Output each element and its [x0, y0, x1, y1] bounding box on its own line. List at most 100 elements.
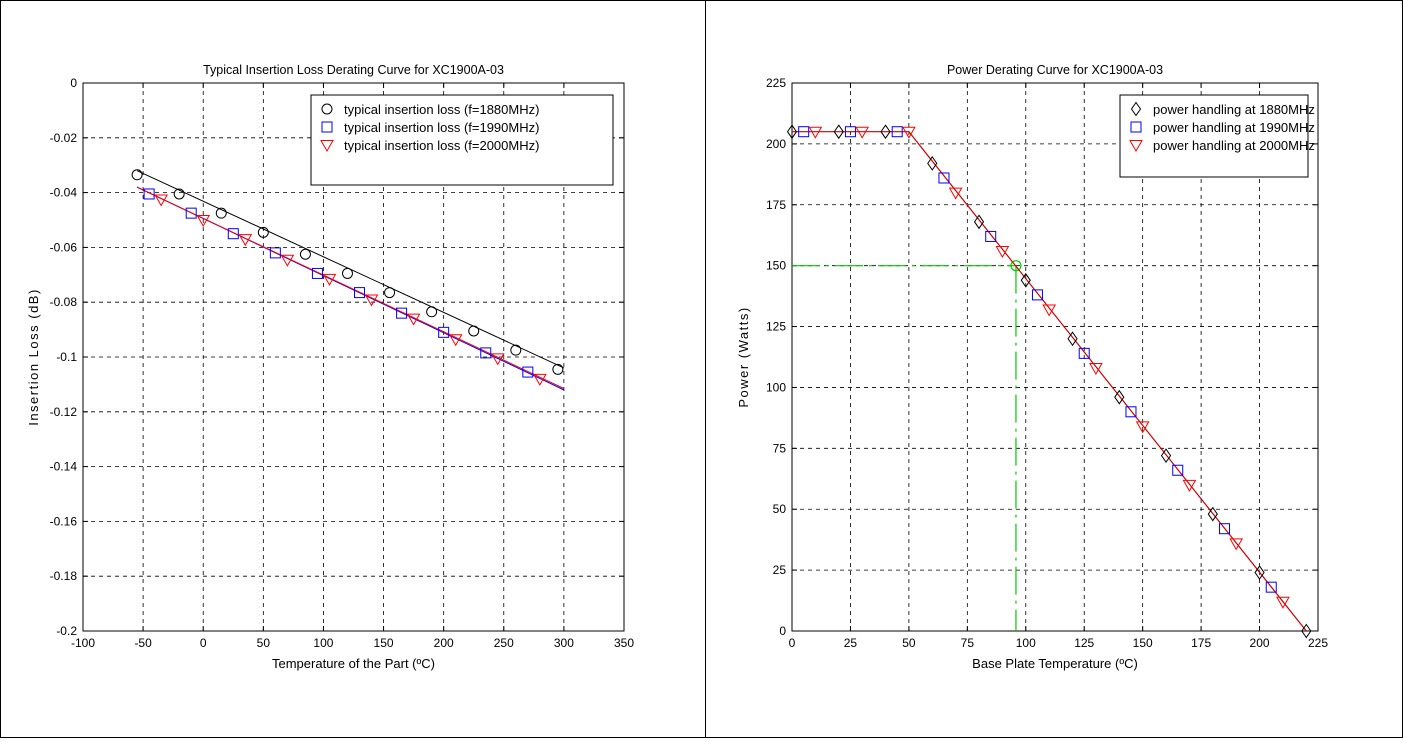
pd-data-point [808, 126, 823, 139]
il-data-point [354, 287, 366, 299]
pd-legend-marker [1129, 140, 1143, 153]
il-data-point [364, 294, 379, 307]
il-legend-entry: typical insertion loss (f=1880MHz) [344, 102, 539, 117]
pd-x-tick-label: 100 [1016, 636, 1036, 650]
il-data-point [532, 373, 547, 386]
il-data-point [215, 207, 227, 219]
pd-data-point [1135, 421, 1150, 434]
il-x-tick-label: 100 [313, 636, 333, 650]
il-plot-area [131, 169, 565, 391]
pd-data-point [1020, 272, 1031, 288]
pd-data-point [1218, 523, 1230, 535]
il-y-tick-label: -0.02 [50, 131, 78, 145]
il-x-tick-label: 50 [257, 636, 271, 650]
pd-data-point [985, 230, 997, 242]
pd-series-2 [808, 126, 1290, 609]
pd-legend-marker [1130, 101, 1142, 117]
il-data-point [341, 267, 353, 279]
pd-data-point [786, 124, 798, 140]
pd-x-tick-label: 25 [844, 636, 858, 650]
pd-x-tick-label: 175 [1191, 636, 1211, 650]
pd-y-tick-label: 75 [773, 441, 787, 455]
pd-ticks [791, 82, 1319, 632]
panel-power-derating: 0 25 50 75 100 125 150 175 200 225 0 25 50 75 100 125 15… [705, 0, 1403, 738]
il-data-point [384, 287, 396, 299]
pd-title: Power Derating Curve for XC1900A-03 [947, 63, 1163, 77]
insertion-loss-chart: -100 -50 0 50 100 150 200 250 300 350 0 -0.02 -0.04 -… [26, 63, 634, 671]
pd-y-tick-label: 0 [779, 624, 786, 638]
il-data-point [468, 325, 480, 337]
il-x-tick-label: 350 [614, 636, 634, 650]
pd-legend [1119, 94, 1309, 178]
pd-x-tick-label: 0 [789, 636, 796, 650]
il-data-point [131, 169, 143, 181]
pd-y-axis-label: Power (Watts) [736, 306, 751, 407]
pd-y-tick-label: 125 [766, 320, 786, 334]
il-data-point [280, 254, 295, 267]
pd-data-point [798, 126, 810, 138]
il-y-tick-label: -0.04 [50, 186, 78, 200]
pd-data-point [1089, 362, 1103, 375]
pd-x-tick-label: 225 [1308, 636, 1328, 650]
il-y-tick-label: -0.08 [50, 295, 78, 309]
pd-data-point [880, 124, 891, 140]
il-legend-marker [321, 121, 333, 133]
il-data-point [173, 188, 185, 200]
il-title: Typical Insertion Loss Derating Curve fo… [203, 63, 504, 77]
pd-x-tick-label: 150 [1133, 636, 1153, 650]
pd-y-tick-label: 50 [773, 502, 787, 516]
il-data-point [227, 228, 239, 240]
il-data-point [196, 215, 211, 228]
power-derating-chart: 0 25 50 75 100 125 150 175 200 225 0 25 50 75 100 125 15… [736, 63, 1328, 671]
il-data-point [480, 347, 492, 359]
pd-data-point [1067, 331, 1078, 347]
il-data-point [185, 207, 197, 219]
pd-data-point [948, 187, 963, 200]
pd-series-0 [786, 124, 1312, 639]
pd-data-point [1276, 596, 1290, 609]
il-x-tick-label: 150 [374, 636, 394, 650]
il-data-point [522, 366, 534, 378]
il-y-tick-label: -0.1 [56, 350, 77, 364]
il-data-point [438, 326, 450, 338]
pd-data-point [1031, 289, 1043, 301]
pd-plot-frame [791, 82, 1319, 632]
il-y-axis-label: Insertion Loss (dB) [26, 288, 41, 426]
il-y-tick-label: -0.14 [50, 460, 78, 474]
il-x-tick-label: 250 [494, 636, 514, 650]
pd-y-tick-label: 150 [766, 259, 786, 273]
il-series-0 [131, 169, 564, 375]
pd-data-point [973, 214, 985, 230]
il-legend [310, 94, 614, 186]
pd-data-point [833, 124, 844, 140]
il-y-tick-label: 0 [70, 76, 77, 90]
il-x-tick-label: 200 [434, 636, 454, 650]
il-data-point [257, 226, 269, 238]
pd-y-tick-label: 100 [766, 380, 786, 394]
pd-data-point [902, 126, 916, 139]
il-data-point [311, 267, 323, 279]
il-series-1 [143, 188, 534, 378]
pd-data-point [1182, 479, 1197, 492]
il-legend-entry: typical insertion loss (f=1990MHz) [344, 120, 539, 135]
pd-data-point [891, 126, 903, 138]
il-data-point [448, 334, 463, 347]
pd-data-point [844, 126, 856, 138]
il-x-tick-label: -50 [134, 636, 152, 650]
pd-derating-line [792, 131, 1307, 632]
il-ticks [82, 82, 625, 632]
pd-data-point [1229, 538, 1244, 551]
il-fit-line-2 [136, 186, 565, 389]
pd-data-point [1265, 581, 1277, 593]
il-y-tick-label: -0.18 [50, 569, 78, 583]
il-legend-marker [321, 103, 333, 115]
pd-x-axis-label: Base Plate Temperature (ºC) [972, 656, 1138, 671]
pd-data-point [1125, 406, 1137, 418]
pd-data-point [938, 172, 950, 184]
il-legend-marker [320, 140, 334, 153]
pd-y-tick-label: 225 [766, 76, 786, 90]
pd-data-point [995, 246, 1010, 259]
il-data-point [406, 313, 421, 326]
pd-legend-marker [1130, 121, 1142, 133]
